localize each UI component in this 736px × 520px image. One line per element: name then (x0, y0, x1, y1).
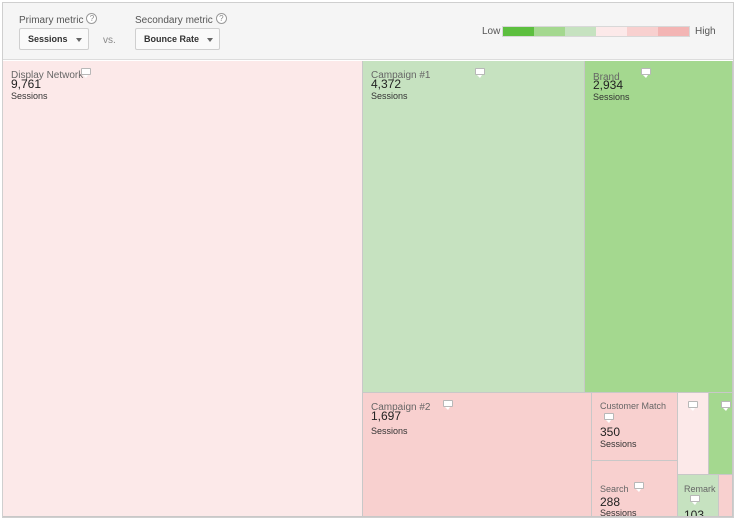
primary-metric-value: Sessions (28, 34, 68, 44)
tile-value: 2,934 (593, 78, 624, 92)
annotation-icon[interactable] (475, 68, 485, 78)
annotation-icon[interactable] (641, 68, 651, 78)
secondary-metric-dropdown[interactable]: Bounce Rate (135, 28, 221, 50)
annotation-icon[interactable] (688, 401, 698, 411)
secondary-metric-label: Secondary metric? (135, 13, 227, 26)
legend-high-label: High (695, 26, 716, 37)
legend-swatch-1 (503, 27, 534, 36)
annotation-icon[interactable] (81, 68, 91, 78)
tile-metric: Sessions (593, 92, 630, 102)
tile-name: Campaign #1 (371, 70, 431, 81)
treemap-tile-unlabeled-7[interactable] (678, 393, 709, 475)
tile-metric: Sessions (11, 91, 48, 101)
treemap-tile-brand[interactable]: Brand 2,934 Sessions (585, 61, 733, 393)
annotation-icon[interactable] (721, 401, 731, 411)
legend-swatch-3 (565, 27, 596, 36)
treemap-tile-customer-match[interactable]: Customer Match 350 Sessions (592, 393, 678, 461)
tile-metric: Sessions (371, 91, 408, 101)
primary-help-icon[interactable]: ? (86, 13, 98, 24)
legend-swatch-4 (596, 27, 627, 36)
annotation-icon[interactable] (443, 400, 453, 410)
tile-name: Customer Match (600, 401, 667, 411)
tile-metric: Sessions (371, 426, 408, 436)
tile-name: Remark (684, 484, 716, 494)
tile-name: Search (600, 484, 629, 494)
tile-name: Display Network (11, 70, 84, 81)
treemap-tile-campaign-2[interactable]: Campaign #2 1,697 Sessions (363, 393, 592, 517)
secondary-metric-label-text: Secondary metric (135, 15, 213, 26)
chevron-down-icon (75, 38, 82, 42)
tile-name: Brand (593, 72, 620, 83)
secondary-metric-value: Bounce Rate (144, 34, 200, 44)
treemap-tile-unlabeled-9[interactable] (719, 475, 733, 517)
annotation-icon[interactable] (604, 413, 614, 423)
tile-value: 350 (600, 425, 621, 439)
primary-metric-label: Primary metric? (19, 13, 98, 26)
tile-value: 1,697 (371, 409, 402, 423)
vs-label: vs. (103, 35, 116, 46)
tile-value: 9,761 (11, 77, 42, 91)
primary-metric-dropdown[interactable]: Sessions (19, 28, 89, 50)
treemap-tile-campaign-1[interactable]: Campaign #1 4,372 Sessions (363, 61, 585, 393)
legend-low-label: Low (482, 26, 501, 37)
treemap-tile-display-network[interactable]: Display Network 9,761 Sessions (3, 61, 363, 517)
treemap-tile-search[interactable]: Search 288 Sessions (592, 461, 678, 517)
annotation-icon[interactable] (690, 495, 700, 505)
chevron-down-icon (207, 38, 214, 42)
primary-metric-label-text: Primary metric (19, 15, 84, 26)
metric-toolbar: Primary metric? Sessions vs. Secondary m… (3, 3, 733, 60)
tile-value: 288 (600, 495, 621, 509)
tile-name: Campaign #2 (371, 402, 431, 413)
color-legend (502, 26, 690, 37)
legend-swatch-6 (658, 27, 689, 36)
tile-metric: Sessions (600, 439, 637, 449)
legend-swatch-5 (627, 27, 658, 36)
tile-metric: Sessions (600, 508, 637, 517)
treemap-tile-remark[interactable]: Remark 103 (678, 475, 719, 517)
treemap: Display Network 9,761 Sessions Campaign #1 4… (3, 61, 733, 517)
tile-value: 103 (684, 508, 705, 517)
annotation-icon[interactable] (634, 482, 644, 492)
legend-swatch-2 (534, 27, 565, 36)
treemap-tile-unlabeled-8[interactable] (709, 393, 733, 475)
secondary-help-icon[interactable]: ? (215, 13, 227, 24)
tile-value: 4,372 (371, 77, 402, 91)
